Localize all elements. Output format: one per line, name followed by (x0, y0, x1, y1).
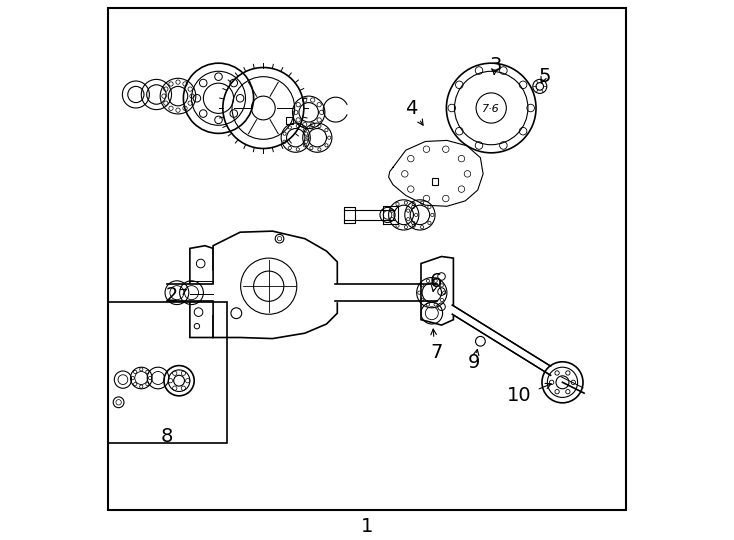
Polygon shape (383, 206, 399, 224)
Polygon shape (344, 207, 355, 223)
Polygon shape (421, 256, 454, 325)
Text: 3: 3 (490, 56, 502, 76)
Text: 9: 9 (468, 353, 480, 373)
Bar (286, 117, 293, 124)
Polygon shape (213, 231, 338, 339)
Bar (432, 178, 438, 185)
Text: 5: 5 (539, 67, 551, 86)
Polygon shape (167, 284, 213, 301)
Polygon shape (388, 140, 483, 206)
Text: 6: 6 (430, 272, 443, 292)
Polygon shape (335, 284, 437, 301)
Text: 7: 7 (430, 342, 443, 362)
Text: 10: 10 (507, 386, 531, 405)
Text: 4: 4 (405, 98, 418, 118)
Polygon shape (452, 305, 550, 375)
Polygon shape (344, 210, 394, 220)
Text: 7·6: 7·6 (482, 104, 500, 114)
Polygon shape (190, 246, 216, 338)
Bar (108, 302, 227, 443)
Circle shape (533, 79, 547, 93)
Text: 8: 8 (161, 427, 173, 446)
Text: 1: 1 (361, 517, 373, 536)
Text: 2: 2 (165, 286, 178, 306)
